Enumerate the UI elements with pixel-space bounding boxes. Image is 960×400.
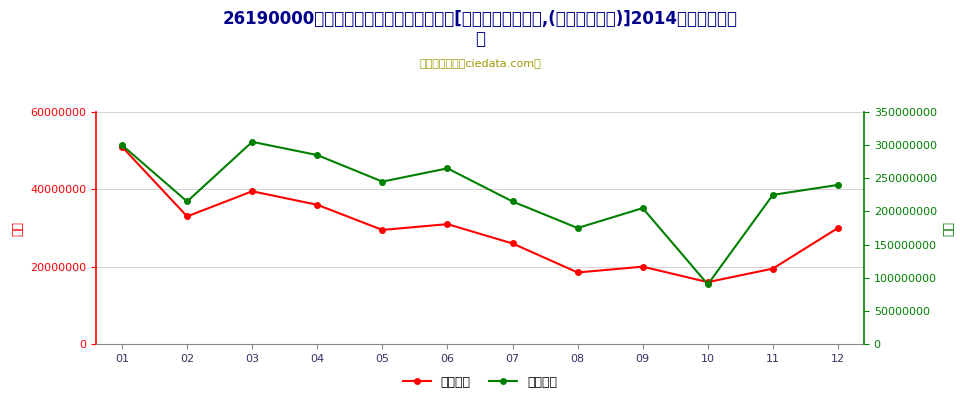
Legend: 进口美元, 进口数量: 进口美元, 进口数量 bbox=[398, 371, 562, 394]
Text: 进出口服务网（ciedata.com）: 进出口服务网（ciedata.com） bbox=[420, 58, 540, 68]
Text: 26190000燕渣、浮渣、氧化皮及其他废料[冶炼锆铁所产生的,(粒状燕渣除外)]2014年进口月度走: 26190000燕渣、浮渣、氧化皮及其他废料[冶炼锆铁所产生的,(粒状燕渣除外)… bbox=[223, 10, 737, 28]
Y-axis label: 金额: 金额 bbox=[12, 220, 25, 236]
Y-axis label: 数量: 数量 bbox=[943, 220, 955, 236]
Text: 势: 势 bbox=[475, 30, 485, 48]
